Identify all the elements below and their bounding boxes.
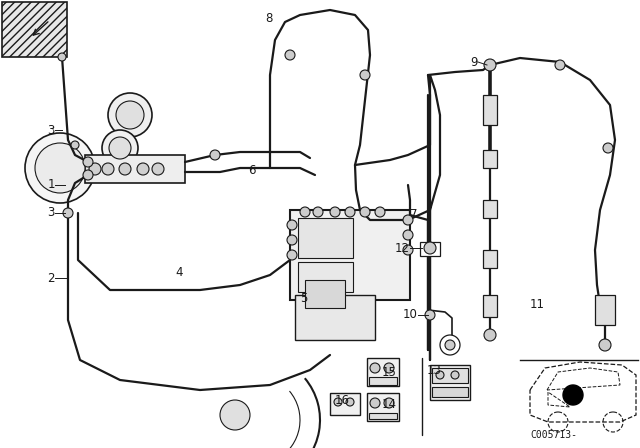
Circle shape [152, 163, 164, 175]
Circle shape [109, 137, 131, 159]
Bar [483, 150, 497, 168]
Circle shape [210, 150, 220, 160]
Bar [330, 393, 360, 415]
Text: 8: 8 [265, 12, 273, 25]
Circle shape [102, 163, 114, 175]
Text: 3: 3 [47, 207, 55, 220]
Bar [290, 210, 410, 300]
Bar [483, 250, 497, 268]
Bar [305, 280, 345, 308]
Circle shape [108, 93, 152, 137]
Bar [295, 295, 375, 340]
Circle shape [71, 141, 79, 149]
Circle shape [403, 245, 413, 255]
Circle shape [370, 398, 380, 408]
Circle shape [25, 133, 95, 203]
Text: 4: 4 [175, 266, 182, 279]
Circle shape [334, 398, 342, 406]
Bar [420, 242, 440, 256]
Circle shape [425, 310, 435, 320]
Text: 14: 14 [382, 397, 397, 410]
Text: 7: 7 [410, 208, 417, 221]
Circle shape [116, 101, 144, 129]
Circle shape [63, 208, 73, 218]
Circle shape [330, 207, 340, 217]
Text: 6: 6 [248, 164, 255, 177]
Circle shape [137, 163, 149, 175]
Circle shape [424, 242, 436, 254]
Text: 15: 15 [382, 366, 397, 379]
Text: 12: 12 [395, 241, 410, 254]
Circle shape [563, 385, 583, 405]
Text: 5: 5 [300, 292, 307, 305]
Bar [430, 365, 470, 400]
Circle shape [403, 215, 413, 225]
Circle shape [384, 363, 394, 373]
Circle shape [346, 398, 354, 406]
Bar [432, 387, 468, 397]
Circle shape [119, 163, 131, 175]
Circle shape [83, 170, 93, 180]
Bar [298, 218, 353, 258]
Circle shape [484, 329, 496, 341]
Bar [483, 200, 497, 218]
Text: 13: 13 [427, 363, 442, 376]
Circle shape [83, 157, 93, 167]
Bar [367, 393, 399, 421]
Circle shape [436, 371, 444, 379]
Circle shape [285, 50, 295, 60]
Circle shape [360, 207, 370, 217]
Bar [367, 358, 399, 386]
Circle shape [451, 371, 459, 379]
Circle shape [384, 398, 394, 408]
Text: 1: 1 [47, 178, 55, 191]
Circle shape [287, 250, 297, 260]
Circle shape [486, 61, 494, 69]
Circle shape [58, 53, 66, 61]
Bar [483, 295, 497, 317]
Text: 9: 9 [470, 56, 478, 69]
Text: 10: 10 [403, 309, 418, 322]
Bar [298, 262, 353, 292]
Circle shape [555, 60, 565, 70]
Circle shape [484, 59, 496, 71]
Circle shape [287, 235, 297, 245]
Circle shape [370, 363, 380, 373]
Circle shape [287, 220, 297, 230]
Bar [432, 368, 468, 383]
Circle shape [375, 207, 385, 217]
Circle shape [313, 207, 323, 217]
Circle shape [35, 143, 85, 193]
Bar [369, 377, 397, 385]
Circle shape [220, 400, 250, 430]
Text: 2: 2 [47, 271, 55, 284]
Text: 3: 3 [47, 124, 55, 137]
Circle shape [445, 340, 455, 350]
Text: 16: 16 [335, 393, 350, 406]
Circle shape [403, 230, 413, 240]
Bar [2, 2, 67, 57]
Bar [483, 95, 497, 125]
Text: C005713-: C005713- [530, 430, 577, 440]
Circle shape [440, 335, 460, 355]
Bar [595, 295, 615, 325]
Circle shape [102, 130, 138, 166]
Circle shape [599, 339, 611, 351]
Circle shape [89, 163, 101, 175]
Bar [369, 413, 397, 419]
Circle shape [300, 207, 310, 217]
Circle shape [360, 70, 370, 80]
Text: 11: 11 [530, 298, 545, 311]
Bar [85, 155, 185, 183]
Circle shape [345, 207, 355, 217]
Circle shape [603, 143, 613, 153]
